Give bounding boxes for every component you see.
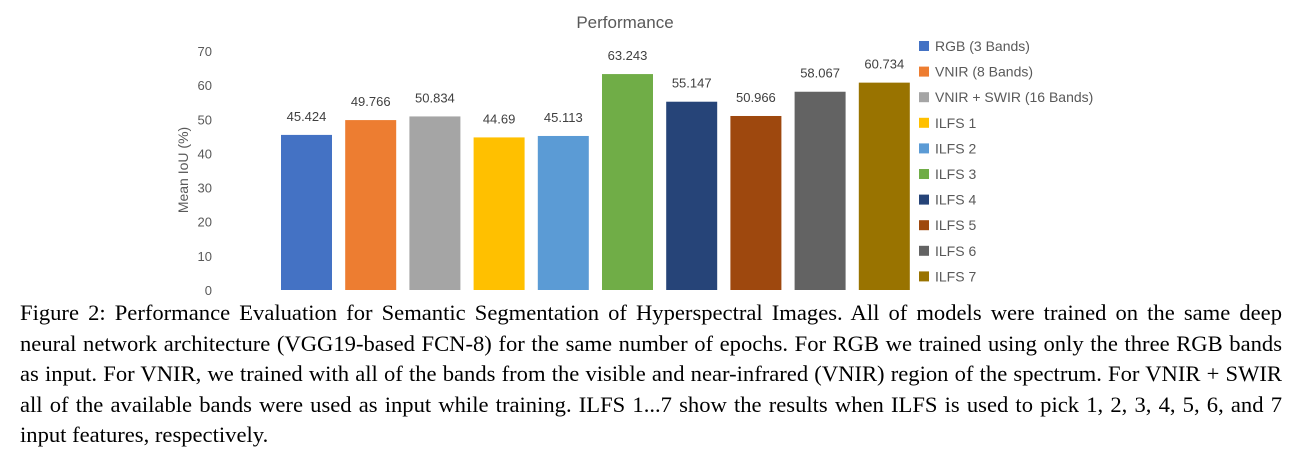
bar (473, 137, 525, 290)
figure-caption: Figure 2: Performance Evaluation for Sem… (20, 300, 1282, 447)
legend-swatch (919, 271, 929, 282)
bars-group (281, 74, 910, 290)
y-axis-label: Mean IoU (%) (175, 127, 191, 213)
legend-label: ILFS 4 (935, 192, 976, 208)
chart-area: Performance Mean IoU (%) 0 10 20 30 40 50 60 70… (175, 13, 1093, 298)
y-tick-label: 10 (198, 249, 212, 264)
y-tick-label: 60 (198, 78, 212, 93)
y-tick-label: 70 (198, 44, 212, 59)
chart-title: Performance (576, 13, 673, 32)
bar (794, 91, 846, 290)
bar (281, 134, 332, 290)
legend-swatch (919, 92, 929, 103)
legend-swatch (919, 194, 929, 205)
bar (666, 101, 718, 290)
legend-swatch (919, 66, 929, 77)
y-tick-label: 0 (205, 283, 212, 298)
bar (537, 135, 589, 290)
bar-value-label: 60.734 (864, 57, 904, 72)
bar-value-label: 55.147 (672, 76, 712, 91)
data-labels-group: 45.424 49.766 50.834 44.69 45.113 63.243 55.14… (287, 48, 905, 126)
bar (602, 74, 653, 290)
y-tick-label: 40 (198, 146, 212, 161)
bar-value-label: 63.243 (608, 48, 648, 63)
legend-swatch (919, 41, 929, 51)
legend-label: ILFS 3 (935, 166, 976, 182)
bar-chart: Performance Mean IoU (%) 0 10 20 30 40 50 60 70… (175, 13, 1093, 298)
bar-value-label: 44.69 (483, 111, 516, 126)
legend: RGB (3 Bands) VNIR (8 Bands) VNIR + SWIR (… (919, 38, 1093, 284)
legend-swatch (919, 169, 929, 179)
bar-value-label: 50.834 (415, 90, 455, 105)
legend-swatch (919, 143, 929, 154)
legend-label: ILFS 5 (935, 217, 976, 233)
legend-swatch (919, 117, 929, 128)
legend-label: RGB (3 Bands) (935, 38, 1030, 54)
bar-value-label: 58.067 (800, 66, 840, 81)
bar-value-label: 45.113 (544, 110, 583, 125)
legend-label: ILFS 1 (935, 115, 976, 131)
bar-value-label: 50.966 (736, 90, 776, 105)
legend-label: ILFS 6 (935, 243, 976, 259)
y-tick-label: 50 (198, 112, 212, 127)
bar-value-label: 45.424 (287, 109, 327, 124)
legend-swatch (919, 220, 929, 231)
bar (345, 120, 397, 290)
legend-swatch (919, 245, 929, 256)
legend-label: VNIR + SWIR (16 Bands) (935, 89, 1093, 105)
y-axis-ticks: 0 10 20 30 40 50 60 70 (198, 44, 212, 298)
bar-value-label: 49.766 (351, 94, 391, 109)
legend-label: VNIR (8 Bands) (935, 64, 1033, 80)
bar (409, 116, 461, 290)
y-tick-label: 20 (198, 215, 212, 230)
bar (858, 82, 910, 290)
legend-label: ILFS 2 (935, 140, 976, 156)
bar (730, 115, 782, 290)
y-tick-label: 30 (198, 181, 212, 196)
legend-label: ILFS 7 (935, 268, 976, 284)
